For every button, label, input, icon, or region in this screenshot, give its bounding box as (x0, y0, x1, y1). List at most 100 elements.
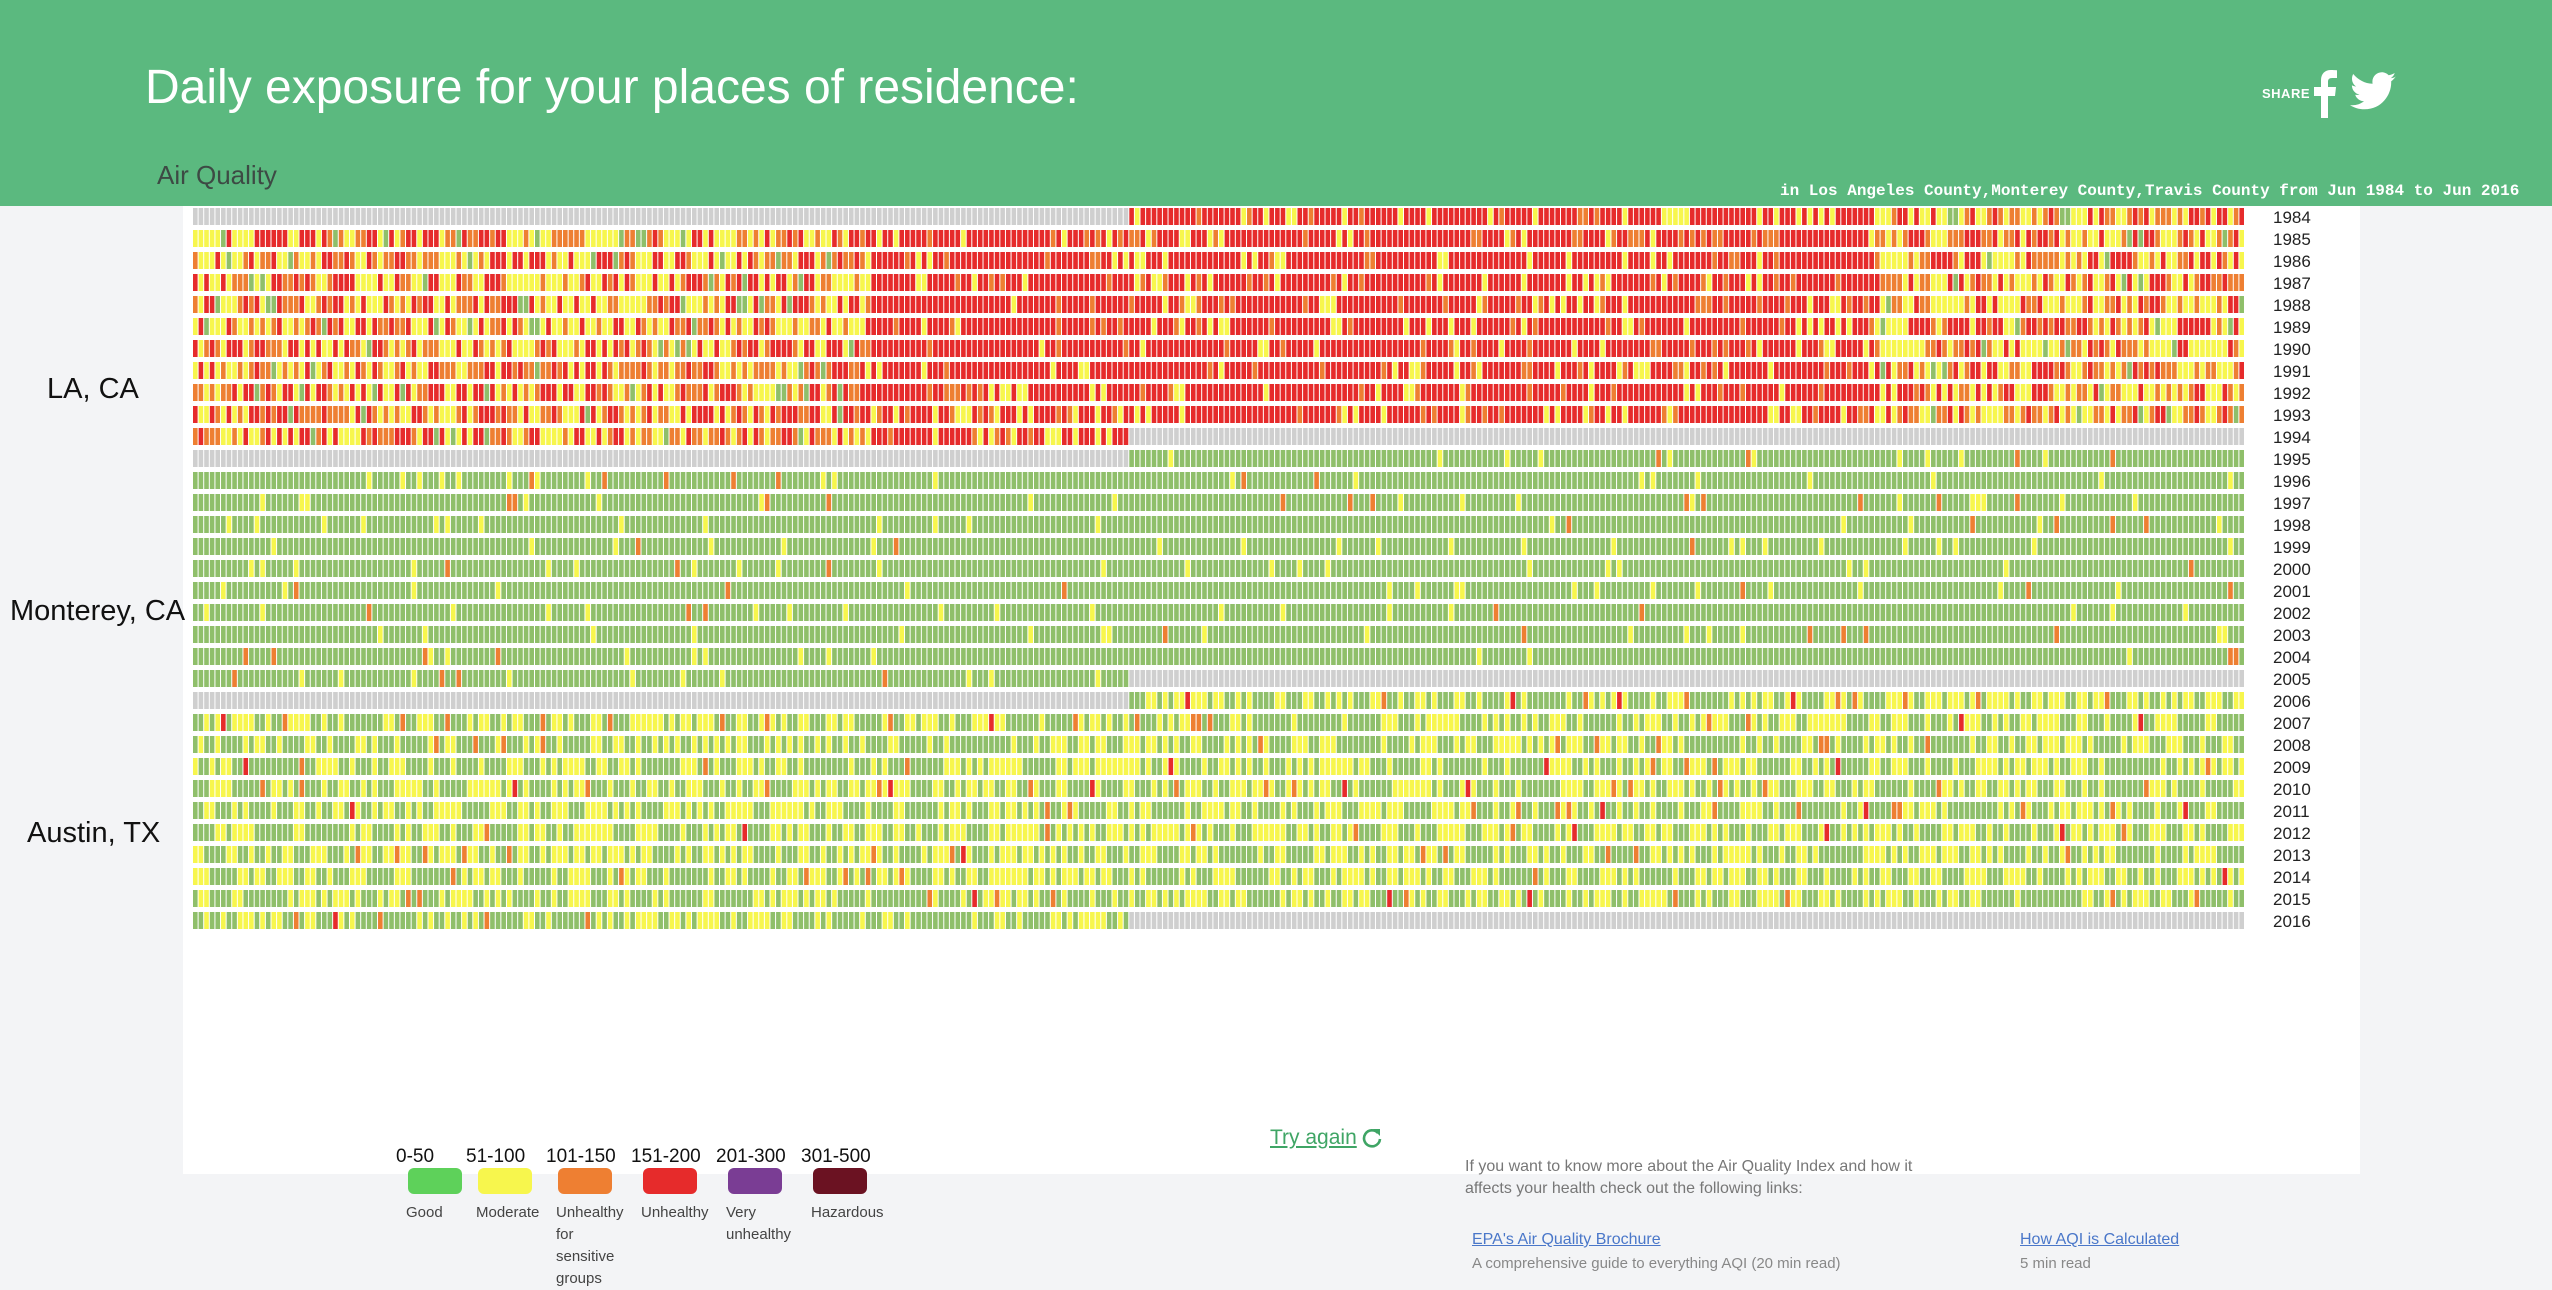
heatmap-cell (2228, 384, 2233, 401)
heatmap-cell (193, 208, 198, 225)
heatmap-cell (1852, 406, 1858, 423)
heatmap-cell (602, 406, 607, 423)
heatmap-cell (1706, 252, 1712, 269)
heatmap-cell (1381, 208, 1387, 225)
heatmap-cell (1095, 296, 1101, 313)
heatmap-cell (1521, 208, 1527, 225)
heatmap-cell (1460, 230, 1465, 247)
heatmap-cell (1426, 252, 1432, 269)
heatmap-cell (462, 208, 467, 225)
heatmap-cell (1538, 362, 1544, 379)
heatmap-cell (2076, 362, 2082, 379)
heatmap-cell (2076, 340, 2082, 357)
heatmap-cell (1656, 450, 1661, 467)
heatmap-cell (271, 230, 277, 247)
heatmap-cell (215, 208, 221, 225)
heatmap-cell (372, 252, 378, 269)
heatmap-cell (2149, 384, 2155, 401)
heatmap-cell (1196, 472, 1202, 489)
heatmap-cell (1544, 406, 1549, 423)
heatmap-cell (1482, 318, 1488, 335)
heatmap-cell (2037, 318, 2043, 335)
heatmap-cell (1213, 274, 1218, 291)
heatmap-cell (961, 450, 966, 467)
heatmap-cell (669, 274, 675, 291)
heatmap-cell (1415, 406, 1420, 423)
heatmap-cell (209, 208, 215, 225)
heatmap-cell (1863, 362, 1869, 379)
heatmap-cell (2132, 406, 2138, 423)
heatmap-cell (1717, 450, 1723, 467)
heatmap-cell (417, 318, 422, 335)
heatmap-cell (462, 340, 467, 357)
heatmap-cell (1919, 384, 1925, 401)
heatmap-cell (630, 208, 635, 225)
heatmap-cell (731, 318, 736, 335)
heatmap-cell (1090, 252, 1095, 269)
heatmap-cell (518, 450, 523, 467)
heatmap-cell (1964, 428, 1970, 445)
heatmap-cell (1841, 472, 1846, 489)
heatmap-cell (1202, 208, 1207, 225)
heatmap-cell (613, 252, 619, 269)
heatmap-cell (776, 450, 781, 467)
heatmap-cell (338, 296, 344, 313)
heatmap-cell (2043, 296, 2048, 313)
heatmap-cell (972, 252, 977, 269)
heatmap-cell (1095, 362, 1101, 379)
twitter-icon[interactable] (2350, 72, 2396, 112)
heatmap-cell (2059, 472, 2065, 489)
heatmap-cell (361, 406, 366, 423)
heatmap-cell (484, 428, 490, 445)
heatmap-cell (1572, 274, 1577, 291)
heatmap-cell (1291, 340, 1297, 357)
heatmap-cell (2054, 406, 2059, 423)
heatmap-cell (1118, 362, 1123, 379)
heatmap-cell (428, 450, 434, 467)
heatmap-cell (596, 472, 602, 489)
heatmap-cell (972, 340, 977, 357)
heatmap-cell (1219, 472, 1224, 489)
heatmap-cell (1488, 384, 1493, 401)
heatmap-cell (518, 274, 523, 291)
heatmap-cell (1661, 274, 1667, 291)
heatmap-cell (327, 450, 333, 467)
heatmap-cell (473, 296, 478, 313)
heatmap-cell (1493, 472, 1499, 489)
heatmap-cell (2211, 318, 2216, 335)
heatmap-cell (1891, 362, 1897, 379)
heatmap-cell (411, 252, 417, 269)
heatmap-cell (938, 450, 944, 467)
heatmap-cell (383, 450, 389, 467)
heatmap-cell (826, 296, 832, 313)
heatmap-cell (1521, 472, 1527, 489)
heatmap-cell (1112, 384, 1118, 401)
heatmap-cell (574, 208, 579, 225)
heatmap-cell (349, 340, 355, 357)
heatmap-cell (1106, 318, 1112, 335)
heatmap-cell (826, 252, 832, 269)
heatmap-cell (1190, 362, 1196, 379)
heatmap-cell (546, 428, 551, 445)
heatmap-cell (1925, 362, 1931, 379)
heatmap-cell (820, 450, 826, 467)
heatmap-cell (473, 252, 478, 269)
heatmap-cell (1359, 252, 1364, 269)
heatmap-cell (647, 494, 652, 511)
heatmap-cell (2071, 318, 2076, 335)
heatmap-cell (1746, 296, 1751, 313)
heatmap-cell (708, 494, 714, 511)
heatmap-cell (961, 274, 966, 291)
heatmap-cell (1062, 274, 1067, 291)
heatmap-cell (2160, 450, 2166, 467)
heatmap-cell (1353, 340, 1359, 357)
heatmap-cell (1953, 296, 1959, 313)
heatmap-cell (406, 494, 411, 511)
heatmap-cell (1011, 230, 1017, 247)
facebook-icon[interactable] (2310, 70, 2338, 118)
heatmap-cell (927, 406, 933, 423)
heatmap-cell (450, 472, 456, 489)
heatmap-cell (338, 428, 344, 445)
heatmap-cell (1005, 472, 1011, 489)
heatmap-cell (714, 384, 720, 401)
